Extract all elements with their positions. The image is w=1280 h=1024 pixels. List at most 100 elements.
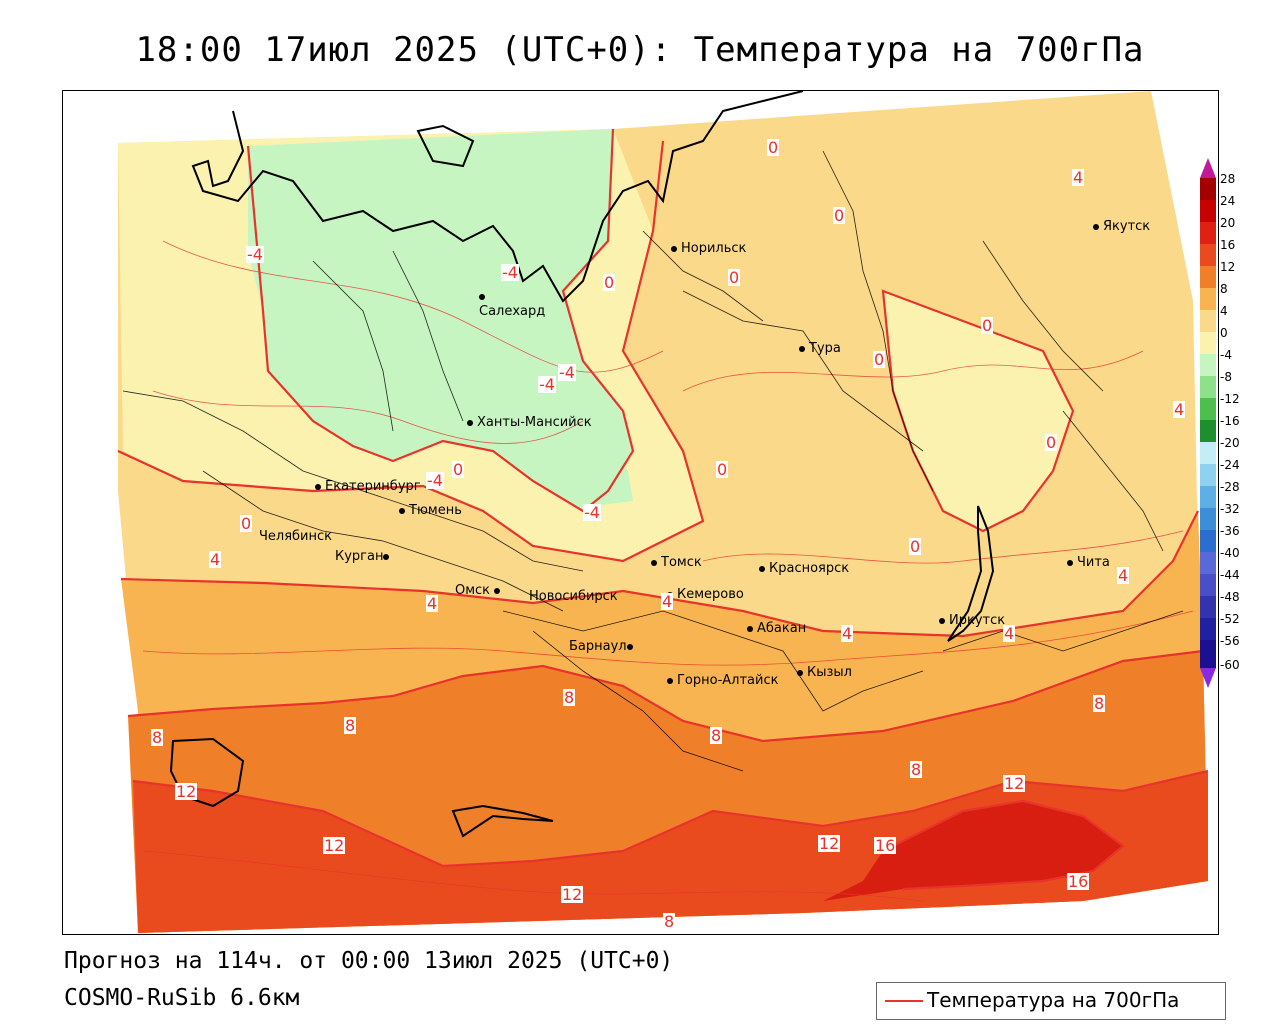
city-dot: [651, 559, 657, 566]
isotherm-label: 8: [710, 726, 723, 745]
legend: Температура на 700гПа: [876, 982, 1226, 1020]
legend-line-swatch: [885, 1000, 923, 1002]
city-abakan: Абакан: [747, 621, 806, 636]
isotherm-label: 8: [663, 912, 676, 931]
city-dot: [671, 245, 677, 252]
isotherm-label: 12: [561, 885, 584, 904]
city-label: Томск: [661, 555, 702, 570]
isotherm-label: -4: [501, 263, 519, 282]
city-dot: [383, 553, 390, 560]
city-tura: Тура: [799, 341, 841, 356]
city-yekaterinburg: Екатеринбург: [315, 479, 421, 494]
scale-label: -40: [1220, 546, 1240, 560]
isotherm-label: 0: [873, 350, 886, 369]
city-khanty-mansiysk: Ханты-Мансийск: [467, 415, 592, 430]
scale-label: -44: [1220, 568, 1240, 582]
scale-label: -28: [1220, 480, 1240, 494]
band-12-16: [133, 771, 1208, 933]
city-label: Тура: [809, 341, 841, 356]
city-irkutsk: Иркутск: [939, 613, 1005, 628]
city-label: Ханты-Мансийск: [477, 415, 592, 430]
city-dot: [759, 565, 765, 572]
city-dot: [1093, 223, 1099, 230]
city-dot: [799, 345, 805, 352]
city-dot: [315, 483, 321, 490]
city-tomsk: Томск: [651, 555, 702, 570]
band-minus8-minus4: [248, 129, 633, 511]
isotherm-label: 0: [981, 316, 994, 335]
city-kemerovo: Кемерово: [667, 587, 744, 602]
city-dot: [747, 625, 753, 632]
city-label: Челябинск: [259, 529, 333, 544]
isotherm-label: -4: [246, 245, 264, 264]
city-dot: [399, 507, 405, 514]
isotherm-label: 0: [833, 206, 846, 225]
scale-label: 4: [1220, 304, 1228, 318]
isotherm-label: 0: [909, 537, 922, 556]
city-norilsk: Норильск: [671, 241, 746, 256]
isotherm-label: 16: [1067, 872, 1090, 891]
city-kyzyl: Кызыл: [797, 665, 852, 680]
scale-label: -24: [1220, 458, 1240, 472]
city-tyumen: Тюмень: [399, 503, 462, 518]
city-dot: [797, 669, 803, 676]
city-kurgan: Курган: [335, 549, 393, 564]
scale-label: 16: [1220, 238, 1236, 252]
scale-label: -32: [1220, 502, 1240, 516]
scale-label: -60: [1220, 658, 1240, 672]
city-gorno-altaysk: Горно-Алтайск: [667, 673, 778, 688]
city-label: Чита: [1077, 555, 1110, 570]
city-chelyabinsk: Челябинск: [259, 529, 332, 544]
city-label: Красноярск: [769, 561, 850, 576]
isotherm-label: 8: [1093, 694, 1106, 713]
city-dot: [626, 643, 633, 650]
map-title: 18:00 17июл 2025 (UTC+0): Температура на…: [135, 30, 1145, 70]
isotherms: [117, 128, 1209, 891]
scale-label: -52: [1220, 612, 1240, 626]
scale-label: -48: [1220, 590, 1240, 604]
city-label: Новосибирск: [529, 589, 618, 604]
isotherm-label: 4: [426, 594, 439, 613]
city-dot: [479, 293, 485, 300]
isotherm-label: 0: [728, 268, 741, 287]
city-label: Салехард: [479, 304, 546, 319]
temperature-map[interactable]: Якутск Норильск Салехард Тура Ханты-Манс…: [62, 90, 1219, 935]
city-chita: Чита: [1067, 555, 1110, 570]
city-label: Курган: [335, 549, 384, 564]
city-dot: [467, 419, 473, 426]
city-label: Кызыл: [807, 665, 852, 680]
region-borders: [122, 150, 1184, 772]
city-label: Омск: [455, 583, 491, 598]
isotherm-label: 0: [1045, 433, 1058, 452]
isotherm-label: 16: [874, 836, 897, 855]
city-label: Екатеринбург: [325, 479, 421, 494]
city-salekhard: Салехард: [479, 289, 545, 319]
scale-label: -12: [1220, 392, 1240, 406]
isotherm-label: 0: [452, 460, 465, 479]
city-novosibirsk: Новосибирск: [529, 589, 618, 604]
city-label: Тюмень: [409, 503, 462, 518]
scale-label: 8: [1220, 282, 1228, 296]
city-label: Иркутск: [949, 613, 1006, 628]
city-label: Норильск: [681, 241, 747, 256]
city-krasnoyarsk: Красноярск: [759, 561, 849, 576]
scale-label: -8: [1220, 370, 1232, 384]
isotherm-label: 12: [818, 834, 841, 853]
isotherm-label: 8: [151, 728, 164, 747]
scale-label: 24: [1220, 194, 1236, 208]
scale-label: 20: [1220, 216, 1236, 230]
isotherm-label: 4: [1117, 566, 1130, 585]
isotherm-label: 8: [344, 716, 357, 735]
legend-label: Температура на 700гПа: [927, 988, 1180, 1012]
isotherm-label: 4: [1072, 168, 1085, 187]
scale-label: -16: [1220, 414, 1240, 428]
isotherm-label: 4: [209, 550, 222, 569]
isotherm-label: 4: [661, 592, 674, 611]
band-16-20: [823, 801, 1123, 901]
forecast-info: Прогноз на 114ч. от 00:00 13июл 2025 (UT…: [64, 948, 674, 974]
map-canvas: [117, 91, 1209, 933]
isotherm-label: 0: [716, 460, 729, 479]
isotherm-label: 8: [563, 688, 576, 707]
scale-label: -36: [1220, 524, 1240, 538]
isotherm-label: 0: [240, 514, 253, 533]
